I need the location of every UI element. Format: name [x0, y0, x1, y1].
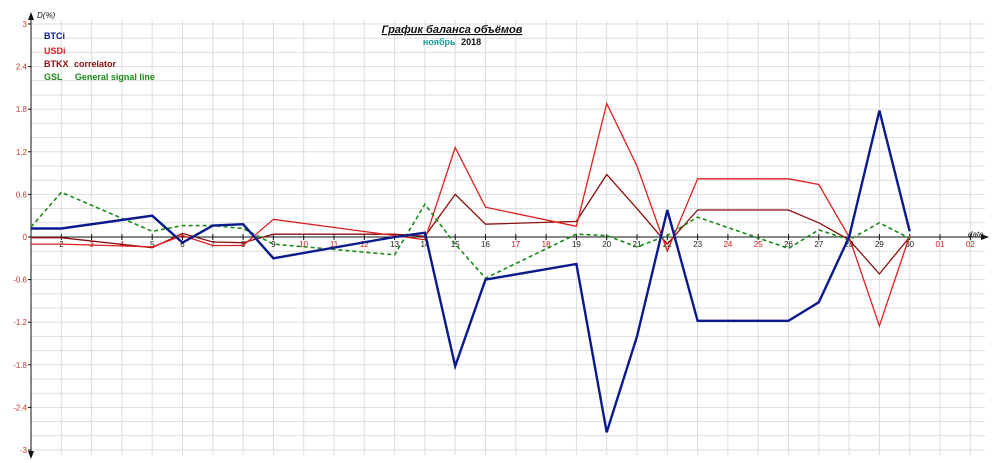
x-tick-label: 16 [481, 240, 490, 249]
y-axis-arrow [28, 12, 34, 20]
y-tick-label: -1.2 [13, 318, 27, 327]
y-tick-label: 0.6 [16, 190, 28, 199]
y-tick-label: 0 [23, 233, 28, 242]
series-lines [30, 101, 911, 433]
y-axis-label: D(%) [37, 11, 56, 20]
y-tick-label: 3 [23, 20, 28, 29]
x-tick-label: 30 [905, 240, 914, 249]
x-tick-label: 11 [330, 240, 339, 249]
y-tick-label: -2.4 [13, 403, 27, 412]
x-tick-label: 12 [360, 240, 369, 249]
y-tick-label: -0.6 [13, 276, 27, 285]
legend-label-btci: BTCi [44, 31, 65, 41]
x-tick-label: 01 [936, 240, 945, 249]
y-tick-label: -1.8 [13, 361, 27, 370]
y-axis-arrow-bottom [28, 451, 34, 459]
x-tick-label: 28 [845, 240, 854, 249]
series-line-gsl [30, 191, 911, 280]
x-tick-label: 26 [784, 240, 793, 249]
x-tick-label: 10 [299, 240, 308, 249]
legend-entry-gsl: GSL General signal line [44, 72, 155, 82]
axes [28, 12, 989, 459]
x-tick-label: 9 [271, 240, 276, 249]
subtitle-year: 2018 [461, 37, 481, 47]
x-tick-label: 23 [693, 240, 702, 249]
x-tick-label: 13 [390, 240, 399, 249]
legend-label-usdi: USDi [44, 46, 66, 56]
x-axis-arrow [981, 234, 989, 240]
x-tick-label: 7 [211, 240, 216, 249]
x-tick-label: 21 [633, 240, 642, 249]
x-tick-label: 24 [723, 240, 732, 249]
x-axis-label: date [968, 230, 984, 239]
x-tick-label: 20 [602, 240, 611, 249]
x-tick-label: 15 [451, 240, 460, 249]
legend-desc-gsl: General signal line [75, 72, 155, 82]
legend: BTCi USDi BTKX correlator GSL General si… [44, 31, 155, 82]
x-tick-label: 27 [814, 240, 823, 249]
y-tick-label: 1.8 [16, 105, 28, 114]
chart-title: График баланса объёмов [382, 24, 523, 36]
legend-desc-btkx: correlator [74, 59, 117, 69]
y-tick-label: -3 [20, 446, 28, 455]
series-line-btci [31, 110, 911, 433]
y-tick-label: 2.4 [16, 63, 28, 72]
legend-label-btkx: BTKX [44, 59, 69, 69]
series-line-usdi [31, 101, 911, 328]
x-tick-label: 18 [542, 240, 551, 249]
x-tick-label: 02 [966, 240, 975, 249]
y-tick-labels: 3 2.4 1.8 1.2 0.6 0 -0.6 -1.2 -1.8 -2.4 -3 [13, 20, 31, 455]
legend-label-gsl: GSL [44, 72, 63, 82]
subtitle-month: ноябрь [423, 37, 456, 47]
chart-subtitle: ноябрь 2018 [423, 37, 481, 47]
y-tick-label: 1.2 [16, 148, 28, 157]
x-tick-label: 25 [754, 240, 763, 249]
x-tick-label: 5 [150, 240, 155, 249]
x-tick-label: 6 [180, 240, 185, 249]
legend-entry-btkx: BTKX correlator [44, 59, 117, 69]
x-tick-label: 19 [572, 240, 581, 249]
x-tick-label: 14 [420, 240, 429, 249]
x-tick-label: 29 [875, 240, 884, 249]
x-tick-label: 17 [511, 240, 520, 249]
x-tick-labels: 2 3 4 5 6 7 8 9 10 11 12 13 14 15 16 17 18 19 20 21 22 23 24 25… [59, 234, 975, 249]
